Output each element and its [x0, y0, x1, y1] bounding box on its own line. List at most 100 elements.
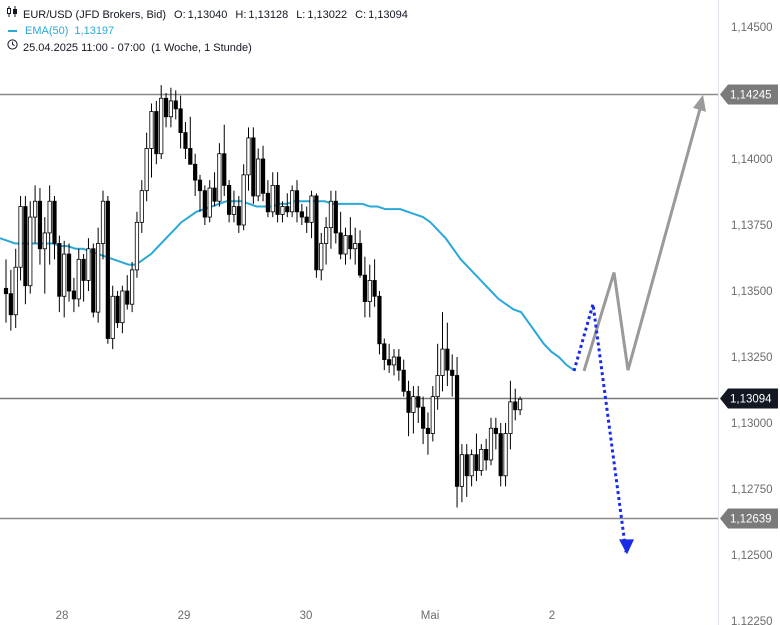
candle [280, 201, 285, 223]
candle-body [120, 290, 125, 324]
candle-body [396, 356, 401, 371]
candle-body [435, 375, 440, 398]
candle-body [173, 100, 178, 110]
legend-symbol: EUR/USD (JFD Brokers, Bid) [23, 8, 167, 21]
candle [3, 259, 9, 323]
candle [217, 143, 222, 207]
candle [183, 122, 188, 159]
candle [323, 217, 329, 265]
candle [488, 417, 494, 466]
candle-body [498, 433, 503, 477]
candle [382, 338, 387, 371]
ohlc-close-label: C: [355, 8, 367, 21]
candle [416, 386, 421, 423]
candle [33, 185, 38, 244]
ohlc-high-value: 1,13128 [248, 8, 289, 21]
candle-body [420, 406, 426, 429]
candle-body [469, 454, 474, 477]
candle-body [13, 266, 18, 316]
candle-body [197, 179, 203, 192]
candle [377, 291, 382, 355]
candle [81, 254, 86, 302]
candle-body [236, 206, 241, 226]
candle-body [411, 396, 416, 413]
ema-line-swatch [8, 30, 17, 32]
candle [246, 127, 251, 191]
bullish-arrow-head [693, 94, 706, 112]
candle-body [450, 369, 455, 376]
candle [372, 259, 377, 307]
candle [207, 180, 212, 223]
candle [294, 180, 300, 223]
candle [454, 357, 460, 508]
ema-label: EMA(50) [25, 25, 69, 37]
x-tick-label: 29 [178, 610, 191, 622]
ema50-line [0, 200, 575, 372]
candle [226, 180, 232, 223]
candle-body [285, 206, 290, 213]
candle-body [387, 359, 392, 366]
candle-body [139, 190, 144, 223]
candle [23, 195, 28, 305]
candle [188, 116, 193, 165]
candle-body [440, 348, 445, 376]
candle [503, 423, 508, 487]
candle-body [207, 187, 212, 218]
candle-body [110, 295, 115, 339]
candle-body [47, 200, 52, 234]
candle-body [391, 356, 397, 366]
x-tick-label: 30 [300, 610, 313, 622]
candle [231, 190, 237, 223]
candle [479, 444, 484, 476]
candle [42, 217, 47, 294]
candle-body [86, 248, 91, 281]
candle [8, 269, 13, 331]
candle-body [401, 369, 406, 392]
candle-body [154, 111, 159, 155]
candle-body [81, 258, 86, 281]
candle-body [309, 195, 314, 223]
candle-body [454, 375, 460, 487]
candle-body [294, 190, 300, 213]
candle [314, 193, 319, 278]
candle [430, 386, 435, 442]
candle [105, 195, 110, 344]
y-tick-label: 1,12250 [731, 616, 773, 625]
candle [71, 277, 76, 313]
candle [52, 195, 57, 260]
ohlc-open-label: O: [174, 8, 186, 21]
candle-body [18, 206, 23, 268]
candle [513, 388, 518, 421]
candle-body [212, 187, 217, 202]
candle-body [430, 396, 435, 434]
candle-body [488, 427, 494, 461]
candle [353, 227, 358, 265]
candle-body [241, 174, 246, 226]
candle [387, 343, 392, 373]
candle-body [33, 200, 38, 218]
candle [469, 449, 474, 487]
candle [37, 188, 43, 265]
y-tick-label: 1,13250 [731, 352, 773, 364]
candle [193, 153, 198, 196]
clock-icon [6, 39, 18, 56]
price-level-tag [720, 508, 778, 529]
candle-body [406, 390, 411, 413]
x-tick-label: 2 [549, 610, 555, 622]
candle-body [52, 200, 57, 244]
candle [357, 230, 363, 278]
candle-body [372, 280, 377, 297]
candle-body [129, 269, 135, 305]
candle-body [183, 132, 188, 149]
candle-body [270, 184, 275, 213]
candle [290, 185, 295, 218]
candle-body [275, 184, 280, 215]
candle-body [256, 158, 261, 197]
candle [236, 195, 241, 233]
candle [396, 349, 401, 381]
candle [333, 190, 338, 244]
candle [256, 148, 261, 202]
candle [197, 174, 203, 212]
candle-body [91, 248, 96, 313]
